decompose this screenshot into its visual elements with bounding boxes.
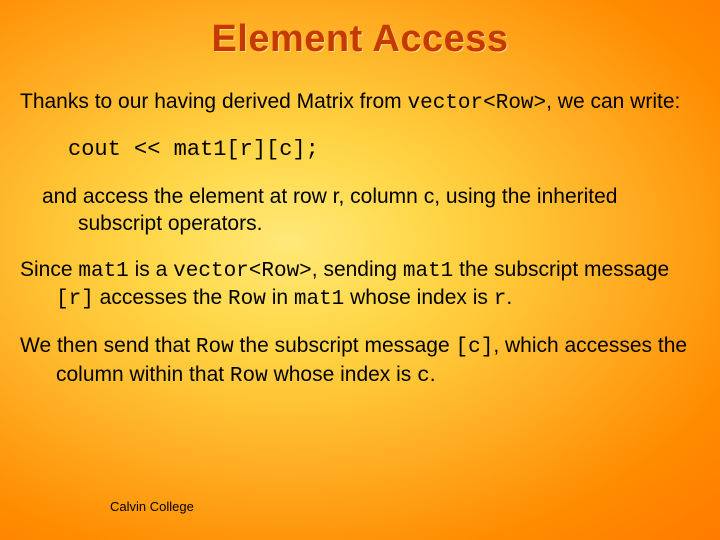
p3-mat1-a: mat1: [78, 260, 128, 283]
code-line: cout << mat1[r][c];: [68, 137, 700, 162]
p3-f: in: [266, 286, 294, 309]
p3-vec: vector<Row>: [173, 260, 312, 283]
p4-row: Row: [196, 336, 234, 359]
p4-row2: Row: [230, 365, 268, 388]
p4-cc: c: [417, 365, 430, 388]
p1-code: vector<Row>: [408, 92, 547, 115]
p3-g: whose index is: [344, 286, 493, 309]
footer-text: Calvin College: [110, 499, 194, 514]
paragraph-1: Thanks to our having derived Matrix from…: [20, 89, 700, 117]
p3-r: [r]: [56, 288, 94, 311]
p4-e: whose index is: [268, 363, 417, 386]
p3-a: Since: [20, 258, 78, 281]
p3-h: .: [506, 286, 512, 309]
p2-text: and access the element at row r, column …: [42, 184, 700, 237]
p4-b: the subscript message: [234, 334, 456, 357]
paragraph-3: Since mat1 is a vector<Row>, sending mat…: [20, 257, 700, 314]
paragraph-4-line: We then send that Row the subscript mess…: [20, 333, 700, 390]
p3-c: , sending: [312, 258, 403, 281]
p3-b: is a: [129, 258, 173, 281]
paragraph-3-line: Since mat1 is a vector<Row>, sending mat…: [20, 257, 700, 314]
p4-a: We then send that: [20, 334, 196, 357]
p3-d: the subscript message: [453, 258, 669, 281]
p3-e: accesses the: [94, 286, 228, 309]
p3-rr: r: [494, 288, 507, 311]
p1-text-b: , we can write:: [546, 90, 680, 113]
slide-title: Element Access: [20, 18, 700, 61]
slide: Element Access Thanks to our having deri…: [0, 0, 720, 540]
paragraph-1-line: Thanks to our having derived Matrix from…: [20, 89, 700, 117]
p1-text-a: Thanks to our having derived Matrix from: [20, 90, 408, 113]
p3-row: Row: [228, 288, 266, 311]
p3-mat1-b: mat1: [403, 260, 453, 283]
paragraph-2: and access the element at row r, column …: [42, 184, 700, 237]
p4-f: .: [430, 363, 436, 386]
p4-c: [c]: [456, 336, 494, 359]
p3-mat1-c: mat1: [294, 288, 344, 311]
paragraph-4: We then send that Row the subscript mess…: [20, 333, 700, 390]
